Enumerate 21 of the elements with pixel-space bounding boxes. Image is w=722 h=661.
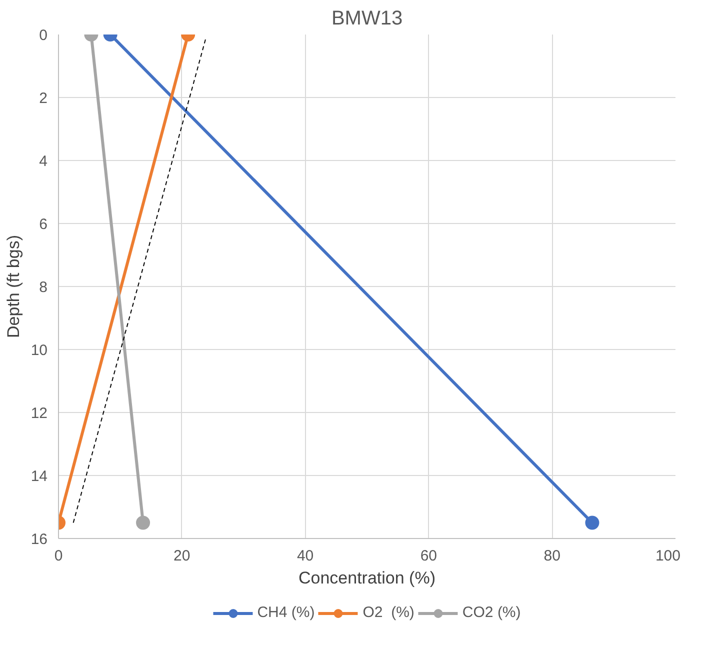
chart-title: BMW13 (331, 8, 403, 30)
x-tick-label: 100 (655, 548, 681, 564)
y-tick-label: 2 (39, 90, 48, 107)
x-axis-title: Concentration (%) (298, 568, 436, 588)
y-tick-label: 8 (39, 279, 48, 296)
y-tick-label: 0 (39, 27, 48, 44)
x-tick-label: 40 (296, 548, 314, 564)
y-tick-label: 4 (39, 153, 48, 170)
legend-label: CO2 (%) (462, 604, 521, 621)
y-tick-label: 6 (39, 216, 48, 233)
x-tick-label: 20 (174, 548, 190, 564)
y-axis-title: Depth (ft bgs) (4, 234, 23, 338)
legend-label: O2 (%) (362, 604, 414, 621)
x-tick-label: 80 (544, 548, 560, 564)
y-tick-label: 16 (30, 531, 48, 548)
y-tick-label: 14 (30, 468, 48, 485)
x-tick-label: 0 (54, 548, 63, 564)
y-tick-label: 12 (30, 405, 48, 422)
legend-label: CH4 (%) (257, 604, 315, 621)
x-tick-label: 60 (420, 548, 438, 564)
y-tick-label: 10 (30, 342, 48, 359)
